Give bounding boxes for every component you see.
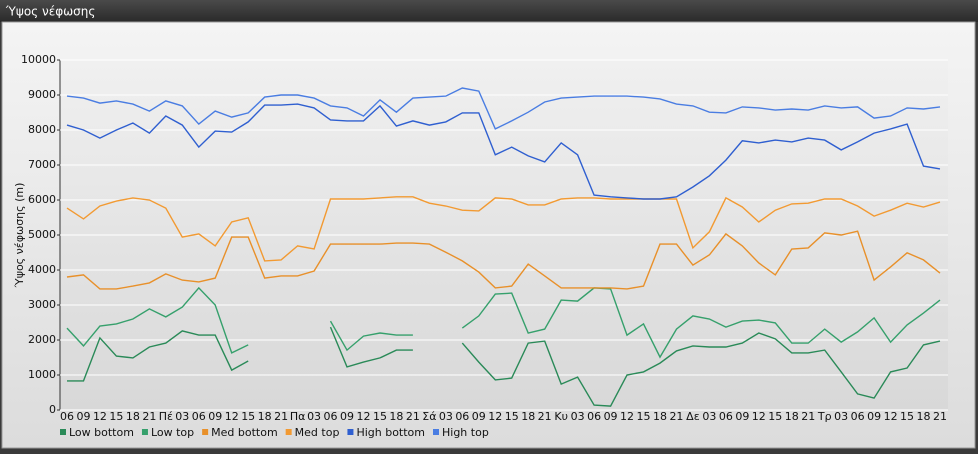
- x-tick-label: 15: [505, 410, 519, 423]
- series-line: [66, 286, 941, 359]
- legend-label: Med top: [295, 426, 340, 439]
- x-tick-label: Δε: [686, 410, 700, 423]
- x-tick-label: 12: [620, 410, 634, 423]
- legend-label: Low bottom: [69, 426, 134, 439]
- y-tick-label: 6000: [28, 193, 56, 206]
- x-tick-label: 03: [834, 410, 848, 423]
- x-tick-label: 21: [274, 410, 288, 423]
- y-tick-label: 9000: [28, 88, 56, 101]
- chart-title: Ύψος νέφωσης: [5, 5, 95, 19]
- x-tick-label: 18: [521, 410, 535, 423]
- legend-label: High top: [442, 426, 489, 439]
- x-tick-label: 06: [324, 410, 338, 423]
- x-tick-label: 09: [472, 410, 486, 423]
- y-axis-label: Ύψος νέφωσης (m): [13, 183, 26, 289]
- y-tick-label: 10000: [21, 53, 56, 66]
- x-tick-label: 06: [455, 410, 469, 423]
- x-tick-label: 06: [192, 410, 206, 423]
- x-tick-label: 06: [587, 410, 601, 423]
- legend-swatch: [60, 429, 66, 435]
- x-tick-label: 15: [900, 410, 914, 423]
- x-tick-label: 09: [208, 410, 222, 423]
- series-line: [66, 196, 941, 262]
- x-tick-label: 12: [488, 410, 502, 423]
- x-tick-label: 15: [109, 410, 123, 423]
- x-tick-label: 21: [933, 410, 947, 423]
- y-tick-label: 0: [49, 403, 56, 416]
- x-tick-label: 15: [637, 410, 651, 423]
- x-tick-label: 03: [175, 410, 189, 423]
- series-line: [66, 230, 941, 290]
- x-tick-label: 12: [225, 410, 239, 423]
- x-tick-label: Κυ: [554, 410, 568, 423]
- x-tick-label: 12: [356, 410, 370, 423]
- y-tick-label: 8000: [28, 123, 56, 136]
- x-tick-label: 15: [241, 410, 255, 423]
- x-tick-label: 09: [604, 410, 618, 423]
- x-tick-label: 06: [719, 410, 733, 423]
- x-tick-label: 09: [867, 410, 881, 423]
- series-line: [67, 326, 941, 407]
- legend-swatch: [347, 429, 354, 435]
- series-line: [66, 103, 941, 200]
- x-tick-label: 09: [735, 410, 749, 423]
- x-tick-label: 03: [439, 410, 453, 423]
- x-tick-label: 18: [785, 410, 799, 423]
- x-tick-label: Πέ: [159, 410, 173, 423]
- legend-label: Med bottom: [211, 426, 278, 439]
- x-tick-label: 18: [653, 410, 667, 423]
- x-tick-label: 21: [538, 410, 552, 423]
- x-tick-label: Πα: [290, 410, 306, 423]
- x-tick-label: 03: [307, 410, 321, 423]
- title-bar: [0, 0, 978, 22]
- x-tick-label: 15: [373, 410, 387, 423]
- y-tick-label: 4000: [28, 263, 56, 276]
- x-tick-label: 18: [917, 410, 931, 423]
- x-tick-label: 09: [340, 410, 354, 423]
- x-tick-label: 03: [702, 410, 716, 423]
- legend-swatch: [285, 429, 292, 435]
- y-tick-label: 1000: [28, 368, 56, 381]
- y-tick-label: 3000: [28, 298, 56, 311]
- legend-label: High bottom: [356, 426, 425, 439]
- x-tick-label: 03: [571, 410, 585, 423]
- x-tick-label: 18: [126, 410, 140, 423]
- x-tick-label: 18: [258, 410, 272, 423]
- series-line: [66, 87, 941, 130]
- x-tick-label: 12: [752, 410, 766, 423]
- x-tick-label: Σά: [422, 410, 436, 423]
- x-tick-label: Τρ: [817, 410, 832, 423]
- y-tick-label: 5000: [28, 228, 56, 241]
- x-tick-label: 21: [142, 410, 156, 423]
- y-tick-label: 2000: [28, 333, 56, 346]
- x-tick-label: 06: [60, 410, 74, 423]
- x-tick-label: 15: [768, 410, 782, 423]
- x-tick-label: 18: [389, 410, 403, 423]
- x-tick-label: 12: [884, 410, 898, 423]
- legend-swatch: [433, 429, 439, 435]
- x-tick-label: 09: [76, 410, 90, 423]
- legend-swatch: [141, 429, 148, 435]
- x-tick-label: 21: [801, 410, 815, 423]
- x-tick-label: 21: [406, 410, 420, 423]
- x-tick-label: 06: [851, 410, 865, 423]
- legend-swatch: [202, 429, 209, 435]
- x-tick-label: 21: [669, 410, 683, 423]
- y-tick-label: 7000: [28, 158, 56, 171]
- legend-label: Low top: [151, 426, 194, 439]
- x-tick-label: 12: [93, 410, 107, 423]
